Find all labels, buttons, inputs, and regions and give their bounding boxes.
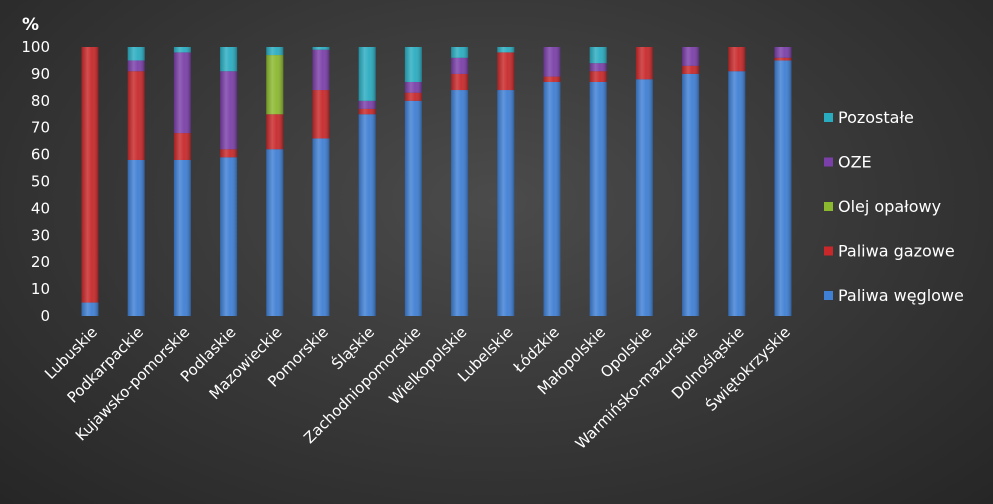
- bar-segment-shading: [358, 114, 376, 316]
- bar-segment-shading: [451, 73, 469, 91]
- legend-label: Paliwa gazowe: [838, 242, 955, 261]
- bar-segment-shading: [543, 81, 561, 316]
- bar-segment-shading: [451, 47, 469, 58]
- bar-segment-shading: [266, 114, 284, 150]
- bar-segment-shading: [404, 47, 422, 82]
- category-labels: LubuskiePodkarpackieKujawsko-pomorskiePo…: [41, 322, 794, 452]
- bar-segment-shading: [220, 71, 238, 150]
- bar-segment-shading: [220, 47, 238, 72]
- bar-segment-shading: [173, 47, 191, 53]
- bar-segment-shading: [497, 52, 515, 91]
- bar-segment-shading: [682, 47, 700, 66]
- bar-segment-shading: [312, 138, 330, 316]
- bar-segment-shading: [81, 47, 99, 303]
- bar-segment-shading: [774, 57, 792, 61]
- y-tick-label: 20: [31, 253, 50, 271]
- y-tick-label: 70: [31, 119, 50, 137]
- legend-swatch: [824, 246, 833, 256]
- bar-segment-shading: [312, 49, 330, 91]
- y-axis-unit-label: %: [22, 15, 39, 35]
- bar-segment-shading: [173, 52, 191, 134]
- bar-segment-shading: [266, 47, 284, 56]
- bar-segment-shading: [266, 55, 284, 115]
- bar-segment-shading: [404, 81, 422, 93]
- bar-segment-shading: [127, 60, 145, 72]
- y-tick-label: 100: [21, 38, 50, 56]
- bar-segment-shading: [774, 60, 792, 317]
- y-tick-label: 10: [31, 280, 50, 298]
- bar-segment-shading: [127, 47, 145, 61]
- bar-segment-shading: [589, 71, 607, 82]
- bar-segment-shading: [358, 108, 376, 115]
- bar-segment-shading: [589, 47, 607, 64]
- bar-segment-shading: [173, 159, 191, 316]
- legend-label: Paliwa węglowe: [838, 286, 964, 305]
- bar-segment-shading: [81, 302, 99, 316]
- bar-segment-shading: [127, 71, 145, 160]
- legend-swatch: [824, 157, 833, 167]
- legend: Pozostałe OZE Olej opałowy Paliwa gazowe Pal…: [824, 108, 964, 305]
- bar-segment-shading: [451, 90, 469, 316]
- y-tick-label: 60: [31, 146, 50, 164]
- bar-segment-shading: [635, 79, 653, 316]
- bar-segment-shading: [312, 90, 330, 139]
- y-tick-label: 80: [31, 92, 50, 110]
- bar-segment-shading: [635, 47, 653, 80]
- bar-segment-shading: [451, 57, 469, 74]
- legend-swatch: [824, 202, 833, 211]
- bar-segment-shading: [220, 149, 238, 158]
- y-tick-label: 90: [31, 65, 50, 83]
- bar-segment-shading: [589, 81, 607, 316]
- bar-segment-shading: [173, 133, 191, 160]
- y-axis-ticks: 0 10 20 30 40 50 60 70 80 90 100: [21, 38, 50, 325]
- bar-segment-shading: [543, 47, 561, 77]
- bars-group: [81, 47, 792, 317]
- bar-segment-shading: [220, 157, 238, 316]
- bar-segment-shading: [774, 47, 792, 58]
- bar-segment-shading: [497, 47, 515, 53]
- y-tick-label: 30: [31, 226, 50, 244]
- bar-segment-shading: [358, 100, 376, 109]
- bar-segment-shading: [312, 47, 330, 50]
- bar-segment-shading: [127, 159, 145, 316]
- legend-label: Olej opałowy: [838, 197, 941, 216]
- bar-segment-shading: [266, 149, 284, 316]
- bar-segment-shading: [543, 76, 561, 82]
- legend-label: OZE: [838, 153, 872, 172]
- bar-segment-shading: [404, 92, 422, 101]
- legend-swatch: [824, 113, 833, 122]
- y-tick-label: 0: [40, 307, 50, 325]
- bar-segment-shading: [728, 71, 746, 317]
- bar-segment-shading: [589, 63, 607, 72]
- category-label: Świętokrzyskie: [701, 322, 793, 414]
- legend-label: Pozostałe: [838, 108, 914, 127]
- bar-segment-shading: [682, 65, 700, 74]
- bar-segment-shading: [682, 73, 700, 317]
- y-tick-label: 50: [31, 173, 50, 191]
- legend-swatch: [824, 291, 833, 300]
- bar-segment-shading: [404, 100, 422, 316]
- y-tick-label: 40: [31, 199, 50, 217]
- bar-segment-shading: [497, 90, 515, 316]
- bar-segment-shading: [358, 47, 376, 101]
- bar-segment-shading: [728, 47, 746, 72]
